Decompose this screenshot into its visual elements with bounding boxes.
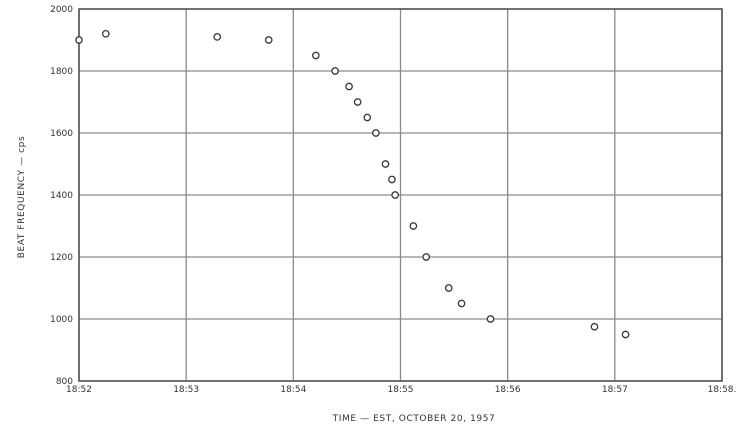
data-point xyxy=(621,330,630,339)
data-point xyxy=(331,67,339,75)
data-point xyxy=(388,175,396,184)
data-point xyxy=(391,191,399,199)
y-tick-label: 1400 xyxy=(50,191,73,201)
data-point xyxy=(353,98,362,106)
plot-frame xyxy=(78,8,723,382)
data-point xyxy=(457,299,466,308)
x-axis-label: TIME — EST, OCTOBER 20, 1957 xyxy=(332,414,496,424)
x-tick-label: 18:54 xyxy=(280,385,306,395)
data-point xyxy=(590,322,599,331)
y-tick-label: 1000 xyxy=(50,315,73,325)
x-axis-ticks: 18:52 18:53 18:54 18:55 18:56 18:57 18:58. xyxy=(66,385,736,395)
x-tick-label: 18:58. xyxy=(708,385,737,395)
data-point xyxy=(311,51,320,60)
data-point xyxy=(101,29,110,38)
data-point xyxy=(372,129,380,137)
data-point xyxy=(409,222,418,230)
y-tick-label: 800 xyxy=(56,377,73,387)
plot-grid xyxy=(78,8,723,382)
data-point xyxy=(381,160,390,168)
data-point xyxy=(264,36,273,44)
data-point xyxy=(444,284,453,292)
y-tick-label: 1600 xyxy=(50,129,73,139)
data-point xyxy=(486,315,495,323)
y-axis-ticks: 800 1000 1200 1400 1600 1800 2000 xyxy=(50,5,73,387)
y-tick-label: 1200 xyxy=(50,253,73,263)
x-tick-label: 18:56 xyxy=(495,385,521,395)
data-point xyxy=(75,36,83,44)
y-tick-label: 2000 xyxy=(50,5,73,15)
data-points xyxy=(75,29,630,339)
data-point xyxy=(363,113,372,122)
x-tick-label: 18:53 xyxy=(173,385,199,395)
x-tick-label: 18:57 xyxy=(602,385,628,395)
plot-border xyxy=(78,8,723,382)
x-tick-label: 18:52 xyxy=(66,385,92,395)
y-tick-label: 1800 xyxy=(50,67,73,77)
x-tick-label: 18:55 xyxy=(388,385,414,395)
y-axis-label: BEAT FREQUENCY — cps xyxy=(17,136,27,259)
data-point xyxy=(213,33,222,41)
data-point xyxy=(422,253,431,261)
data-point xyxy=(345,82,353,91)
